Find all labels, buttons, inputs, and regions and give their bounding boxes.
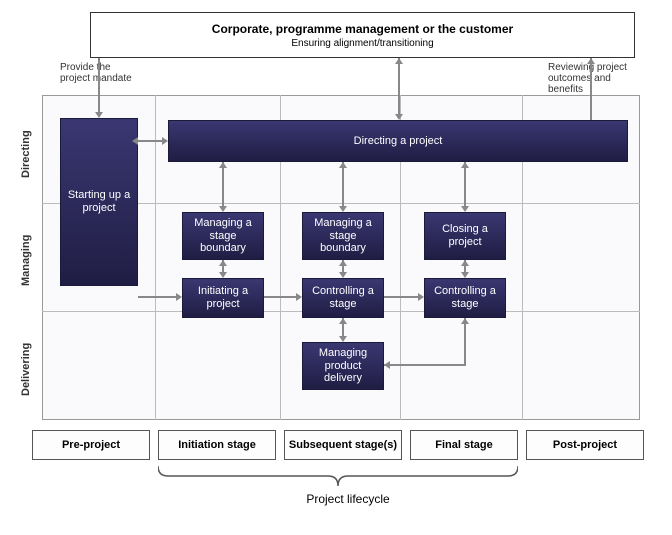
arrow-head [461,272,469,278]
arrow [464,162,466,206]
arrow-head [339,336,347,342]
stage-subsequent: Subsequent stage(s) [284,430,402,460]
arrow-head [132,137,138,145]
grid-vline [155,95,156,420]
arrow [398,58,400,114]
arrow-head [339,318,347,324]
header-main: Corporate, programme management or the c… [212,22,513,36]
arrow-head [162,137,168,145]
arrow-head [219,206,227,212]
process-msb1: Managing a stage boundary [182,212,264,260]
arrow [138,296,176,298]
arrow-head [395,114,403,120]
arrow [222,162,224,206]
stage-pre: Pre-project [32,430,150,460]
arrow-head [461,162,469,168]
arrow-head [296,293,302,301]
stage-final: Final stage [410,430,518,460]
arrow-head [418,293,424,301]
arrow [464,318,466,364]
header-sub: Ensuring alignment/transitioning [291,38,433,49]
arrow-head [95,112,103,118]
arrow [590,58,592,114]
arrow-head [587,58,595,64]
process-msb2: Managing a stage boundary [302,212,384,260]
arrow-head [339,206,347,212]
lifecycle-label: Project lifecycle [288,492,408,506]
row-label-managing: Managing [20,235,32,286]
header-box: Corporate, programme management or the c… [90,12,635,58]
stage-post: Post-project [526,430,644,460]
arrow-head [461,318,469,324]
arrow-head [395,58,403,64]
process-closing: Closing a project [424,212,506,260]
note-left: Provide the project mandate [60,62,140,84]
arrow-head [339,272,347,278]
arrow-head [219,162,227,168]
arrow-head [461,206,469,212]
stage-initiation: Initiation stage [158,430,276,460]
process-starting: Starting up a project [60,118,138,286]
process-initiating: Initiating a project [182,278,264,318]
row-label-delivering: Delivering [20,343,32,396]
lifecycle-brace [158,466,518,490]
process-directing: Directing a project [168,120,628,162]
row-label-directing: Directing [20,130,32,178]
arrow-head [339,162,347,168]
process-delivery: Managing product delivery [302,342,384,390]
diagram-canvas: Corporate, programme management or the c… [0,0,672,535]
arrow-head [461,260,469,266]
process-controlling1: Controlling a stage [302,278,384,318]
process-controlling2: Controlling a stage [424,278,506,318]
arrow-head [219,260,227,266]
arrow [590,114,592,120]
arrow [384,296,418,298]
arrow-head [219,272,227,278]
arrow [384,364,466,366]
arrow-head [384,361,390,369]
arrow [264,296,296,298]
arrow-head [176,293,182,301]
arrow [138,140,162,142]
note-right: Reviewing project outcomes and benefits [548,62,648,95]
arrow-head [339,260,347,266]
arrow [342,162,344,206]
arrow [98,58,100,112]
